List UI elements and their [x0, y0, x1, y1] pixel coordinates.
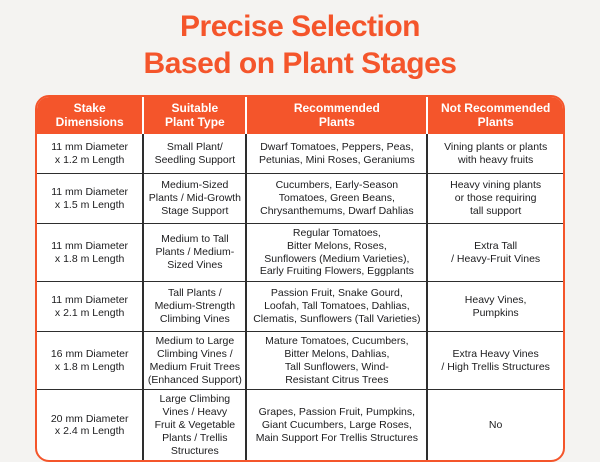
table-cell: 20 mm Diameter x 2.4 m Length: [37, 390, 145, 461]
table-cell: Cucumbers, Early-Season Tomatoes, Green …: [247, 174, 429, 223]
table-row: 11 mm Diameter x 1.2 m Length Small Plant…: [37, 134, 563, 173]
column-header-1: Suitable Plant Type: [144, 97, 248, 134]
table-cell: Small Plant/ Seedling Support: [144, 134, 248, 173]
table-cell: Dwarf Tomatoes, Peppers, Peas, Petunias,…: [247, 134, 429, 173]
plant-stage-table: Stake Dimensions Suitable Plant Type Recom…: [35, 95, 565, 462]
column-header-0: Stake Dimensions: [37, 97, 145, 134]
table-cell: Medium to Tall Plants / Medium- Sized Vi…: [144, 224, 248, 282]
table-cell: Extra Heavy Vines / High Trellis Structu…: [441, 347, 550, 373]
table-body: 11 mm Diameter x 1.2 m Length Small Plant…: [37, 134, 563, 461]
table-cell: 16 mm Diameter x 1.8 m Length: [37, 332, 145, 390]
table-cell: Mature Tomatoes, Cucumbers, Bitter Melon…: [247, 332, 429, 390]
table-header-row: Stake Dimensions Suitable Plant Type Recom…: [37, 97, 563, 134]
table-cell: Extra Tall / Heavy-Fruit Vines: [451, 239, 541, 265]
table-cell: 11 mm Diameter x 1.2 m Length: [37, 134, 145, 173]
table-row: 11 mm Diameter x 1.8 m Length Medium to T…: [37, 223, 563, 282]
table-cell: Heavy vining plants or those requiring t…: [450, 179, 542, 217]
table-row: 11 mm Diameter x 2.1 m Length Tall Plants…: [37, 281, 563, 332]
page-title-line1: Precise Selection: [180, 10, 420, 43]
table-cell: Grapes, Passion Fruit, Pumpkins, Giant C…: [247, 390, 429, 461]
table-cell: Medium to Large Climbing Vines / Medium …: [144, 332, 248, 390]
table-row: 11 mm Diameter x 1.5 m Length Medium-Size…: [37, 173, 563, 223]
table-cell: Regular Tomatoes, Bitter Melons, Roses, …: [247, 224, 429, 282]
table-cell: Heavy Vines, Pumpkins: [464, 293, 527, 319]
page-title: Precise Selection Based on Plant Stages: [0, 8, 600, 82]
page: Precise Selection Based on Plant Stages …: [0, 8, 600, 462]
table-cell: Vining plants or plants with heavy fruit…: [444, 140, 548, 166]
page-title-line2: Based on Plant Stages: [143, 47, 457, 80]
table-cell: Medium-Sized Plants / Mid-Growth Stage S…: [144, 174, 248, 223]
table-cell: 11 mm Diameter x 1.8 m Length: [37, 224, 145, 282]
table-cell: 11 mm Diameter x 1.5 m Length: [37, 174, 145, 223]
table-cell: Passion Fruit, Snake Gourd, Loofah, Tall…: [247, 282, 429, 332]
table-cell: 11 mm Diameter x 2.1 m Length: [37, 282, 145, 332]
table-cell: No: [488, 418, 503, 431]
table-row: 16 mm Diameter x 1.8 m Length Medium to L…: [37, 331, 563, 390]
column-header-3: Not Recommended Plants: [440, 101, 551, 129]
table-cell: Tall Plants / Medium-Strength Climbing V…: [144, 282, 248, 332]
column-header-2: Recommended Plants: [247, 97, 429, 134]
